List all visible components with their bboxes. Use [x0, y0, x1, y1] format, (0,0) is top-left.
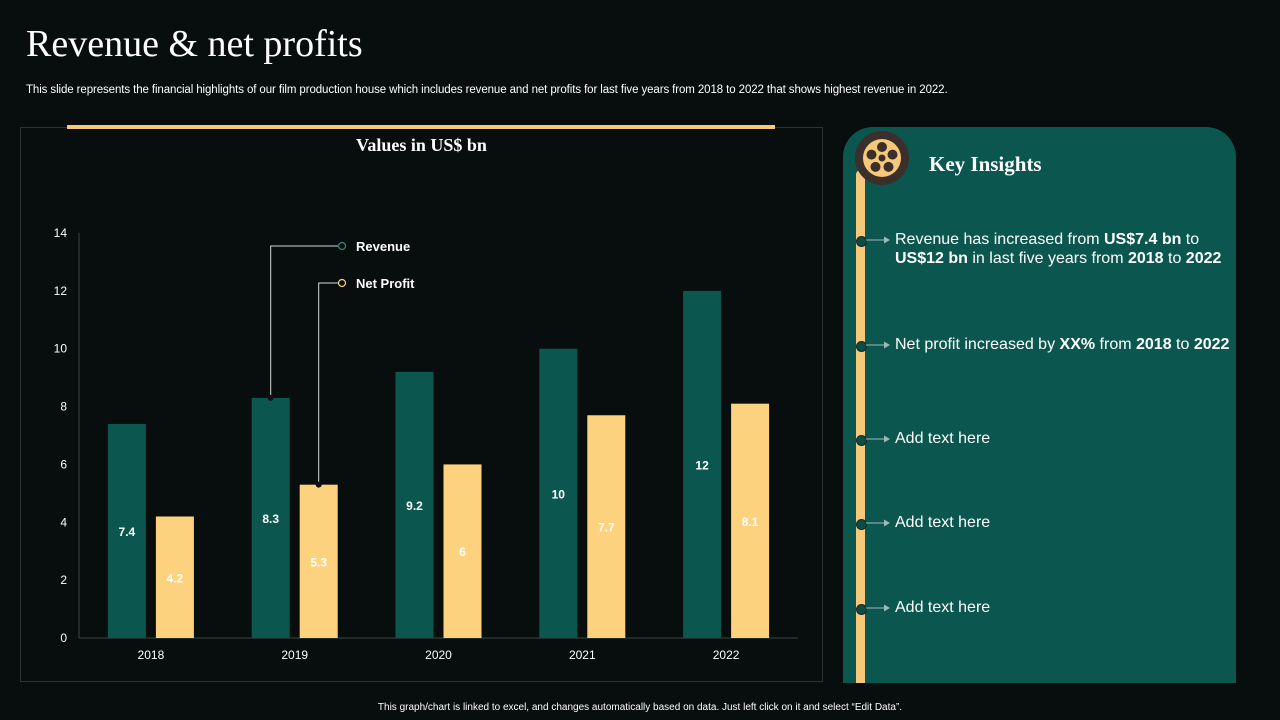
net-profit-data-label: 7.7: [598, 521, 615, 535]
revenue-bar-2021[interactable]: [539, 348, 578, 638]
net-profit-legend-anchor: [315, 481, 322, 488]
arrow-right-icon: [866, 236, 890, 244]
key-insights-panel: [843, 127, 1236, 683]
y-tick-label: 6: [60, 457, 67, 471]
chart-accent-bar: [67, 125, 775, 129]
timeline-dot: [856, 341, 867, 352]
x-tick-label: 2019: [281, 648, 308, 662]
arrow-right-icon: [866, 519, 890, 527]
page-title: Revenue & net profits: [26, 23, 363, 65]
revenue-legend-marker: [337, 241, 347, 251]
x-tick-label: 2020: [425, 648, 452, 662]
bar-chart[interactable]: 0 2 4 6 8 10 12 14 7.4 4.2 8.3 5.3 9.2 6 10 7.7 12 8.1 2…: [0, 0, 843, 690]
timeline-dot: [856, 519, 867, 530]
revenue-legend-leader: [270, 245, 338, 398]
timeline-line: [856, 170, 865, 683]
net-profit-legend-leader: [318, 282, 338, 485]
timeline-dot: [856, 236, 867, 247]
x-tick-label: 2021: [569, 648, 596, 662]
y-tick-label: 2: [60, 573, 67, 587]
net-profit-bar-2021[interactable]: [587, 415, 626, 638]
insight-text: Add text here: [895, 514, 991, 531]
revenue-data-label: 9.2: [406, 499, 423, 513]
timeline-dot: [856, 435, 867, 446]
footer-note: This graph/chart is linked to excel, and…: [377, 702, 903, 713]
net-profit-data-label: 8.1: [742, 515, 759, 529]
net-profit-legend-marker: [337, 278, 347, 288]
page-subtitle: This slide represents the financial high…: [26, 84, 948, 96]
revenue-bar-2022[interactable]: [683, 290, 722, 638]
net-profit-bar-2018[interactable]: [155, 516, 194, 639]
insight-text: Add text here: [895, 599, 991, 616]
net-profit-data-label: 4.2: [167, 571, 184, 585]
arrow-right-icon: [866, 604, 890, 612]
y-tick-label: 12: [54, 284, 68, 298]
timeline-dot: [856, 604, 867, 615]
y-tick-label: 10: [54, 342, 68, 356]
revenue-data-label: 10: [552, 487, 566, 501]
revenue-bar-2019[interactable]: [251, 397, 290, 638]
revenue-data-label: 12: [695, 458, 709, 472]
net-profit-bar-2022[interactable]: [731, 403, 770, 638]
net-profit-data-label: 6: [459, 545, 466, 559]
revenue-legend-label: Revenue: [356, 239, 410, 254]
arrow-right-icon: [866, 435, 890, 443]
net-profit-bar-2019[interactable]: [299, 484, 338, 638]
y-tick-label: 4: [60, 515, 67, 529]
net-profit-bar-2020[interactable]: [443, 464, 482, 638]
revenue-bar-2020[interactable]: [395, 371, 434, 638]
chart-title: Values in US$ bn: [356, 135, 487, 155]
insight-text: Net profit increased by XX% from 2018 to…: [895, 336, 1230, 353]
net-profit-legend-label: Net Profit: [356, 276, 415, 291]
insight-text: Add text here: [895, 430, 991, 447]
y-tick-label: 8: [60, 400, 67, 414]
revenue-legend-anchor: [267, 394, 274, 401]
y-tick-label: 14: [54, 226, 68, 240]
revenue-data-label: 7.4: [119, 525, 136, 539]
net-profit-data-label: 5.3: [310, 555, 327, 569]
x-tick-label: 2018: [138, 648, 165, 662]
insight-text: Revenue has increased from US$7.4 bn to …: [895, 231, 1222, 267]
film-reel-icon: [855, 131, 909, 190]
arrow-right-icon: [866, 341, 890, 349]
revenue-data-label: 8.3: [262, 512, 279, 526]
x-tick-label: 2022: [713, 648, 740, 662]
revenue-bar-2018[interactable]: [107, 423, 146, 638]
key-insights-title: Key Insights: [929, 152, 1042, 176]
y-tick-label: 0: [60, 631, 67, 645]
